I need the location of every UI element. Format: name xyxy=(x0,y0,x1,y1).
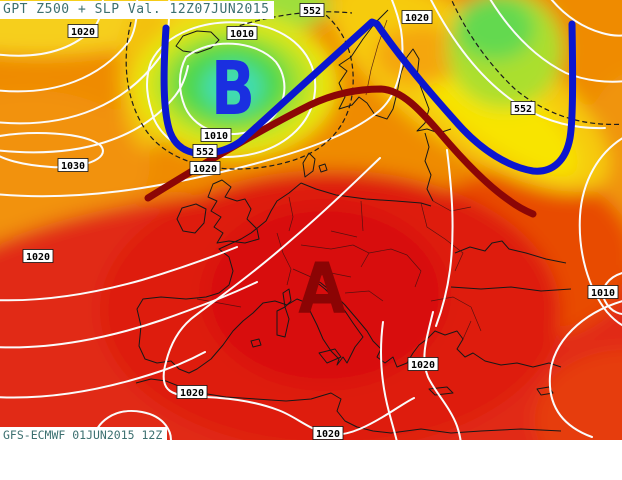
pressure-label: 1020 xyxy=(176,385,208,399)
svg-text:552: 552 xyxy=(514,104,532,115)
svg-text:1010: 1010 xyxy=(591,288,615,299)
z500-contours xyxy=(125,0,622,170)
pressure-label: 1010 xyxy=(587,285,619,299)
map-canvas: B A 1020 1010 552 1020 552 1010 552 1020 1030 1020… xyxy=(0,0,622,442)
low-center-letter: B xyxy=(211,45,255,132)
svg-text:1020: 1020 xyxy=(180,388,204,399)
country-borders xyxy=(196,19,482,340)
svg-text:1020: 1020 xyxy=(316,429,340,440)
trough-axis-line xyxy=(160,18,577,175)
pressure-label: 1010 xyxy=(200,128,232,142)
svg-text:1020: 1020 xyxy=(193,164,217,175)
high-center-letter: A xyxy=(298,248,346,330)
pressure-label: 1020 xyxy=(189,161,221,175)
svg-text:1020: 1020 xyxy=(405,13,429,24)
pressure-label: 552 xyxy=(299,3,325,17)
svg-text:1020: 1020 xyxy=(411,360,435,371)
chart-title: GPT Z500 + SLP Val. 12Z07JUN2015 xyxy=(0,1,275,19)
svg-text:1020: 1020 xyxy=(71,27,95,38)
pressure-label: 1020 xyxy=(67,24,99,38)
svg-text:552: 552 xyxy=(303,6,321,17)
ridge-axis-line xyxy=(144,85,537,218)
svg-text:552: 552 xyxy=(196,147,214,158)
pressure-label: 552 xyxy=(192,144,218,158)
svg-text:1010: 1010 xyxy=(230,29,254,40)
pressure-label: 1030 xyxy=(57,158,89,172)
pressure-label: 1020 xyxy=(312,426,344,440)
pressure-label: 1020 xyxy=(22,249,54,263)
svg-text:1030: 1030 xyxy=(61,161,85,172)
svg-text:1010: 1010 xyxy=(204,131,228,142)
svg-text:1020: 1020 xyxy=(26,252,50,263)
pressure-label: 1010 xyxy=(226,26,258,40)
model-run-label: GFS-ECMWF 01JUN2015 12Z xyxy=(0,427,168,443)
pressure-label: 1020 xyxy=(407,357,439,371)
footer: MTG-MULTI GFS-ECMWF DATI GFS / ECMWF (C)… xyxy=(0,440,622,480)
pressure-label: 552 xyxy=(510,101,536,115)
pressure-label: 1020 xyxy=(401,10,433,24)
